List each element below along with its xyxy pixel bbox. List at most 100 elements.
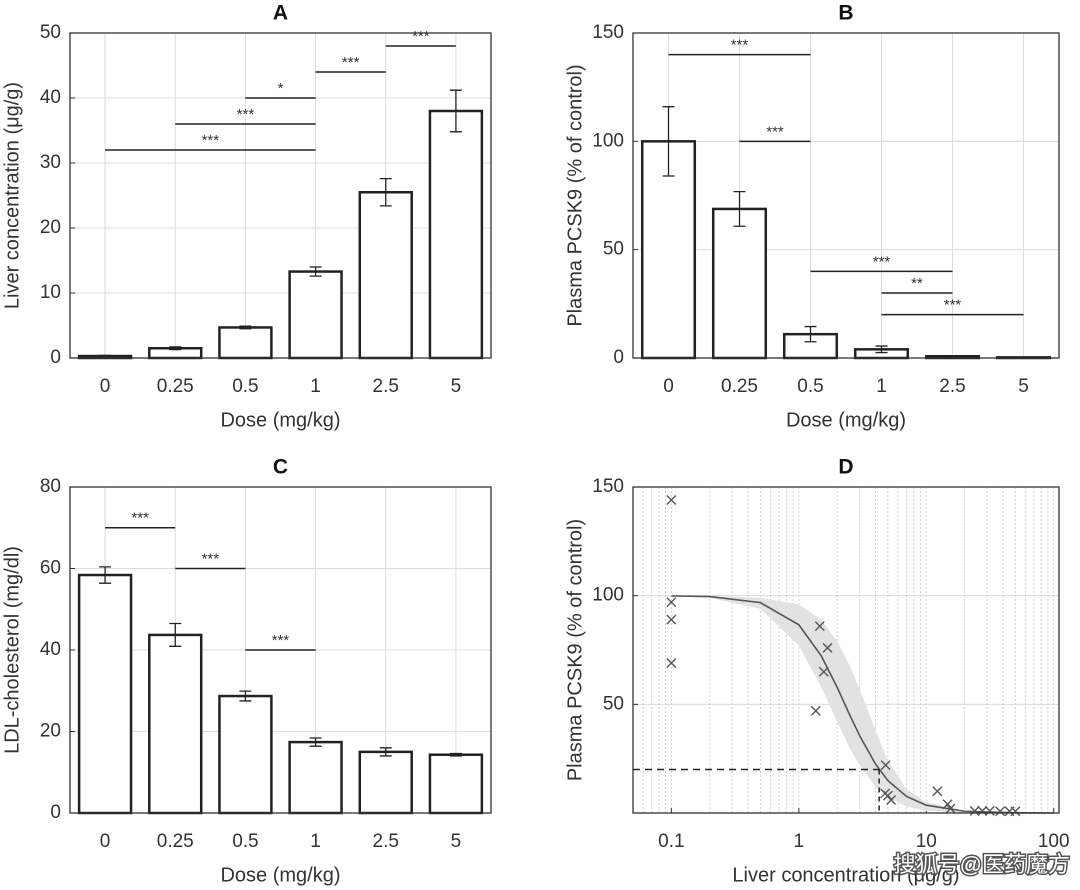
x-tick-label: 2.5 [939, 376, 965, 397]
panel-title: D [838, 456, 853, 479]
y-tick-label: 150 [592, 22, 624, 43]
panel-title: A [273, 2, 288, 25]
bar [428, 109, 484, 360]
x-axis-label: Dose (mg/kg) [786, 409, 906, 431]
significance-label: *** [237, 106, 255, 123]
y-tick-label: 30 [40, 152, 61, 173]
data-point [1010, 806, 1021, 817]
significance-label: *** [272, 632, 290, 649]
x-tick-label: 0 [100, 831, 111, 852]
y-tick-label: 100 [592, 130, 624, 151]
x-tick-label: 0.25 [721, 376, 758, 397]
y-tick-label: 20 [40, 721, 61, 742]
y-tick-label: 0 [50, 347, 61, 368]
y-tick-label: 40 [40, 87, 61, 108]
significance-label: ** [911, 275, 923, 292]
x-tick-label: 1 [876, 376, 887, 397]
bar [358, 191, 413, 360]
watermark: 搜狐号@医药魔方 [894, 852, 1070, 877]
error-bar [662, 106, 675, 177]
plot-frame [632, 32, 1060, 359]
error-bar [379, 747, 392, 757]
data-point [969, 805, 980, 816]
x-tick-label: 5 [1018, 376, 1029, 397]
y-tick-label: 100 [592, 585, 624, 606]
x-tick-label: 0.1 [658, 831, 684, 852]
x-axis-label: Liver concentration (μg/g) [732, 864, 959, 886]
plot-frame [69, 486, 492, 814]
data-point [818, 666, 829, 677]
data-point [822, 642, 833, 653]
error-bar [99, 354, 112, 358]
x-tick-label: 1 [310, 376, 321, 397]
data-point [666, 614, 677, 625]
panel-title: B [838, 2, 853, 25]
x-tick-label: 0.5 [797, 376, 823, 397]
significance-label: *** [131, 510, 149, 527]
bar [218, 694, 273, 815]
x-tick-label: 0 [100, 376, 111, 397]
data-point [942, 799, 953, 810]
error-bar [169, 346, 182, 351]
data-point [932, 786, 943, 797]
y-tick-label: 50 [603, 239, 624, 260]
bar [358, 750, 413, 815]
y-axis-label: Liver concentration (μg/g) [1, 82, 23, 309]
y-tick-label: 50 [603, 693, 624, 714]
data-point [977, 805, 988, 816]
y-tick-label: 0 [50, 802, 61, 823]
data-point [666, 495, 677, 506]
data-point [995, 806, 1006, 817]
y-axis-label: Plasma PCSK9 (% of control) [564, 64, 586, 326]
error-bar [309, 266, 322, 277]
x-tick-label: 0.5 [232, 831, 258, 852]
data-point [666, 658, 677, 669]
y-tick-label: 60 [40, 558, 61, 579]
data-point [814, 621, 825, 632]
error-bar [875, 345, 888, 354]
data-point [880, 760, 891, 771]
panel-title: C [273, 456, 288, 479]
significance-label: *** [766, 123, 784, 140]
bar [218, 326, 273, 360]
error-bar [733, 190, 746, 227]
x-tick-label: 2.5 [373, 831, 399, 852]
error-bar [239, 690, 252, 702]
x-tick-label: 0 [663, 376, 674, 397]
significance-label: *** [202, 550, 220, 567]
error-bar [449, 752, 462, 757]
bar [711, 207, 768, 360]
significance-label: *** [731, 37, 749, 54]
bar [288, 740, 343, 815]
significance-label: *** [342, 54, 360, 71]
y-tick-label: 20 [40, 217, 61, 238]
y-tick-label: 10 [40, 282, 61, 303]
bar [148, 633, 203, 815]
x-tick-label: 1 [794, 831, 805, 852]
bar [288, 270, 343, 360]
data-point [984, 805, 995, 816]
significance-label: *** [202, 132, 220, 149]
error-bar [946, 354, 959, 358]
data-point [666, 597, 677, 608]
plot-frame [632, 486, 1060, 814]
y-tick-label: 80 [40, 476, 61, 497]
x-tick-label: 0.5 [232, 376, 258, 397]
data-point [810, 705, 821, 716]
significance-label: * [278, 80, 284, 97]
y-tick-label: 0 [613, 347, 624, 368]
error-bar [99, 566, 112, 584]
y-axis-label: LDL-cholesterol (mg/dl) [1, 546, 23, 754]
y-tick-label: 50 [40, 22, 61, 43]
x-tick-label: 5 [451, 831, 462, 852]
confidence-band [671, 595, 1054, 813]
bar [428, 753, 484, 815]
significance-label: *** [412, 28, 430, 45]
y-tick-label: 150 [592, 476, 624, 497]
error-bar [804, 325, 817, 343]
x-tick-label: 0.25 [157, 376, 194, 397]
x-tick-label: 5 [451, 376, 462, 397]
data-point [945, 803, 956, 814]
